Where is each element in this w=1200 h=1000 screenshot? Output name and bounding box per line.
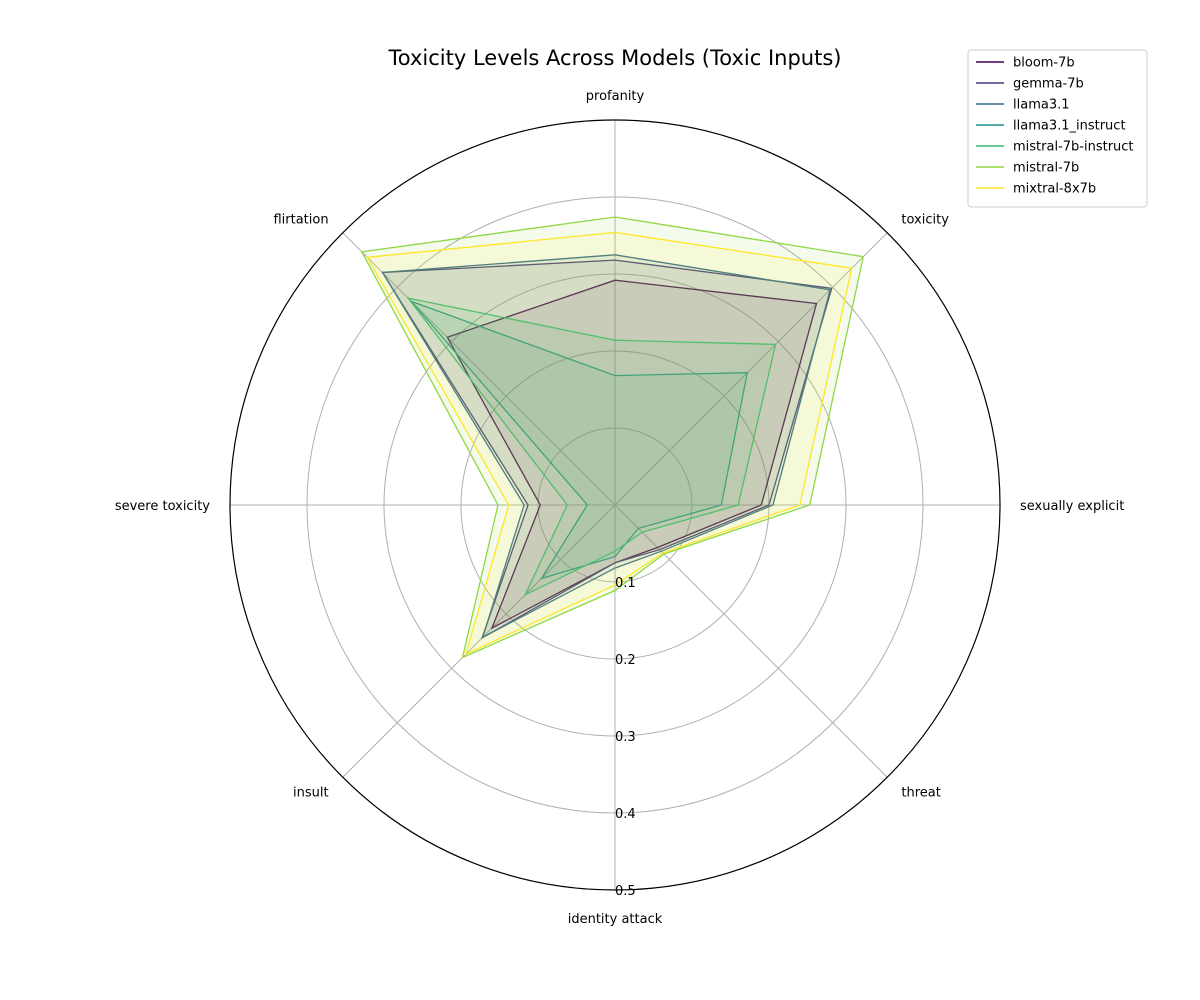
r-tick-label: 0.4 <box>615 807 636 822</box>
spoke-toxicity <box>614 232 888 506</box>
axis-labels: profanity toxicity sexually explicit threat… <box>115 89 1124 927</box>
legend: bloom-7b gemma-7b llama3.1 llama3.1_instruc… <box>967 49 1148 208</box>
axis-label-profanity: profanity <box>586 89 645 104</box>
r-tick-label: 0.2 <box>615 653 636 668</box>
outer-ring <box>229 119 1001 891</box>
legend-label-bloom-7b: bloom-7b <box>1013 56 1075 71</box>
grid-ring <box>306 196 924 814</box>
axis-label-threat: threat <box>901 785 940 800</box>
axis-label-insult: insult <box>293 785 329 800</box>
series-line-mixtral-8x7b <box>366 231 853 656</box>
axis-label-toxicity: toxicity <box>901 213 949 228</box>
axis-label-sexually-explicit: sexually explicit <box>1020 499 1124 514</box>
r-tick-label: 0.5 <box>615 884 636 899</box>
series-line-mistral-7b-instruct <box>406 297 777 597</box>
series-area-mixtral-8x7b <box>367 232 852 655</box>
chart-title: Toxicity Levels Across Models (Toxic Inp… <box>388 46 842 70</box>
series-line-mistral-7b <box>360 216 865 659</box>
legend-label-mistral-7b: mistral-7b <box>1013 161 1079 176</box>
spoke-insult <box>342 504 616 778</box>
series-line-llama3-1 <box>381 254 831 639</box>
legend-box <box>967 49 1148 208</box>
axis-label-flirtation: flirtation <box>273 213 328 228</box>
axis-label-identity-attack: identity attack <box>568 912 663 927</box>
series-area-llama3-1 <box>382 254 831 638</box>
series-area-llama3-1-instruct <box>411 301 748 579</box>
series-area-mistral-7b-instruct <box>408 298 776 595</box>
series-line-llama3-1-instruct <box>409 299 749 580</box>
spoke-threat <box>614 504 888 778</box>
series-area-bloom-7b <box>447 280 817 629</box>
legend-label-llama3-1-instruct: llama3.1_instruct <box>1013 119 1126 134</box>
r-tick-label: 0.1 <box>615 576 636 591</box>
radar-grid <box>229 119 1001 891</box>
grid-ring <box>537 427 693 583</box>
series-area-mistral-7b <box>361 217 864 658</box>
spoke-flirtation <box>342 232 616 506</box>
series-area-gemma-7b <box>382 260 832 638</box>
legend-label-mistral-7b-instruct: mistral-7b-instruct <box>1013 140 1134 155</box>
legend-label-llama3-1: llama3.1 <box>1013 98 1070 113</box>
legend-label-mixtral-8x7b: mixtral-8x7b <box>1013 182 1096 197</box>
r-tick-label: 0.3 <box>615 730 636 745</box>
grid-ring <box>383 273 847 737</box>
axis-label-severe-toxicity: severe toxicity <box>115 499 210 514</box>
legend-label-gemma-7b: gemma-7b <box>1013 77 1084 92</box>
radar-series <box>360 216 865 659</box>
